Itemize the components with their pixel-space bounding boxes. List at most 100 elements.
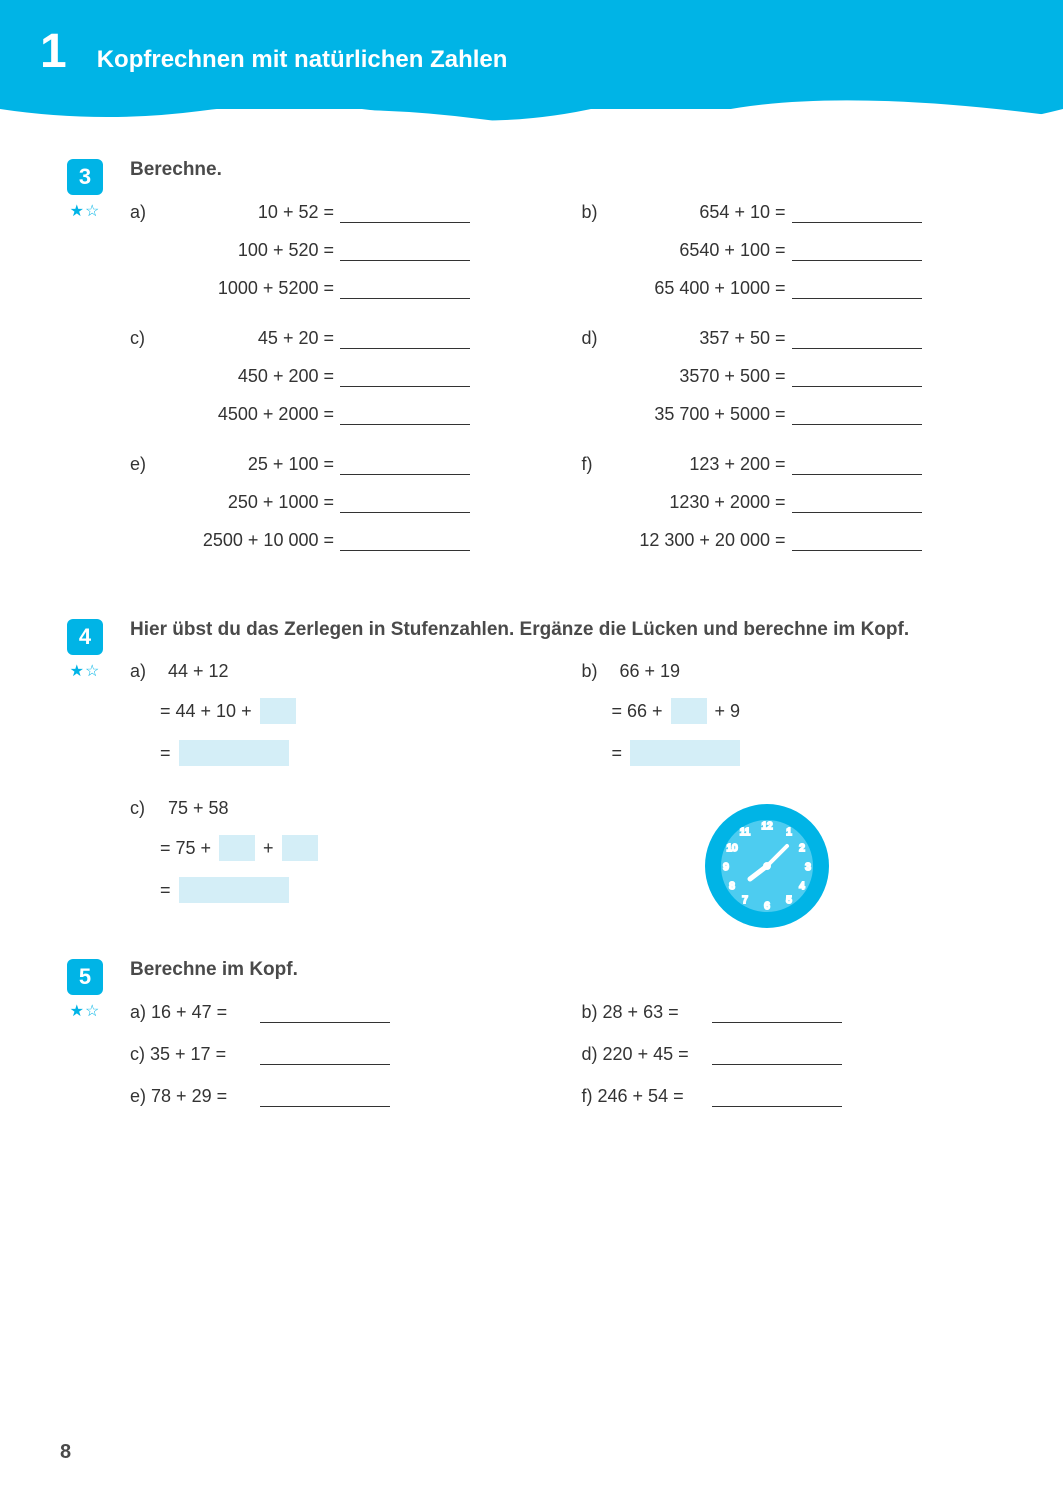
exercise-4: 4 ★☆ Hier übst du das Zerlegen in Stufen… [60,619,1003,919]
equation-text: 4500 + 2000 = [160,404,340,425]
fill-box[interactable] [282,835,318,861]
item-prompt: 44 + 12 [168,661,229,682]
answer-blank[interactable] [340,365,470,387]
item-prompt: 75 + 58 [168,798,229,819]
svg-text:4: 4 [799,881,805,892]
chapter-title: Kopfrechnen mit natürlichen Zahlen [97,46,508,74]
equation-text: 250 + 1000 = [160,492,340,513]
answer-blank[interactable] [712,1043,842,1065]
equation-text: 12 300 + 20 000 = [612,530,792,551]
header-wave [0,99,1063,129]
equation-text: 3570 + 500 = [612,366,792,387]
step-text: = 66 + [612,701,663,722]
answer-blank[interactable] [340,491,470,513]
answer-blank[interactable] [260,1085,390,1107]
group-b: b)654 + 10 = 6540 + 100 = 65 400 + 1000 … [582,201,1004,299]
svg-text:2: 2 [799,843,805,854]
answer-blank[interactable] [792,201,922,223]
answer-blank[interactable] [792,327,922,349]
exercise-title: Berechne. [130,159,1003,181]
item-label: b) [582,661,612,682]
equation-text: 10 + 52 = [160,202,340,223]
answer-blank[interactable] [340,403,470,425]
answer-blank[interactable] [260,1001,390,1023]
difficulty-stars: ★☆ [70,201,101,221]
item-label: f) [582,1086,593,1106]
svg-text:12: 12 [761,821,773,832]
equation-text: 1230 + 2000 = [612,492,792,513]
answer-blank[interactable] [340,201,470,223]
equation-text: 35 + 17 = [150,1044,226,1064]
equation-text: 123 + 200 = [612,454,792,475]
step-text: = 75 + [160,838,211,859]
answer-blank[interactable] [792,453,922,475]
fill-box[interactable] [260,698,296,724]
answer-blank[interactable] [340,453,470,475]
answer-blank[interactable] [340,239,470,261]
equation-text: 246 + 54 = [598,1086,684,1106]
item-label: c) [130,1044,145,1064]
equation-text: 65 400 + 1000 = [612,278,792,299]
item-label: e) [130,1086,146,1106]
svg-text:9: 9 [723,862,729,873]
item-label: a) [130,661,160,682]
svg-text:11: 11 [739,827,750,838]
page-header: 1 Kopfrechnen mit natürlichen Zahlen [0,0,1063,109]
fill-box[interactable] [630,740,740,766]
svg-text:7: 7 [742,895,748,906]
group-e: e)25 + 100 = 250 + 1000 = 2500 + 10 000 … [130,453,552,551]
group-label: f) [582,454,612,475]
exercise-title: Hier übst du das Zerlegen in Stufenzahle… [130,619,1003,641]
equation-text: 2500 + 10 000 = [160,530,340,551]
svg-text:3: 3 [805,862,811,873]
answer-blank[interactable] [340,327,470,349]
fill-box[interactable] [179,740,289,766]
group-label: e) [130,454,160,475]
equation-text: 654 + 10 = [612,202,792,223]
answer-blank[interactable] [792,239,922,261]
answer-blank[interactable] [792,277,922,299]
item-prompt: 66 + 19 [620,661,681,682]
difficulty-stars: ★☆ [70,661,101,681]
svg-text:6: 6 [764,901,770,912]
equation-text: 100 + 520 = [160,240,340,261]
answer-blank[interactable] [260,1043,390,1065]
fill-box[interactable] [219,835,255,861]
item-label: b) [582,1002,598,1022]
svg-text:5: 5 [786,895,792,906]
answer-blank[interactable] [792,491,922,513]
step-text: = [612,743,623,764]
equation-text: 450 + 200 = [160,366,340,387]
equation-text: 78 + 29 = [151,1086,227,1106]
answer-blank[interactable] [712,1001,842,1023]
chapter-number: 1 [40,24,67,79]
exercise-badge: 3 [67,159,103,195]
item-label: c) [130,798,160,819]
fill-box[interactable] [671,698,707,724]
step-text: = 44 + 10 + [160,701,252,722]
group-label: d) [582,328,612,349]
group-c: c)45 + 20 = 450 + 200 = 4500 + 2000 = [130,327,552,425]
exercise-badge: 5 [67,959,103,995]
answer-blank[interactable] [712,1085,842,1107]
item-label: a) [130,1002,146,1022]
answer-blank[interactable] [340,529,470,551]
group-d: d)357 + 50 = 3570 + 500 = 35 700 + 5000 … [582,327,1004,425]
answer-blank[interactable] [792,529,922,551]
difficulty-stars: ★☆ [70,1001,101,1021]
exercise-3: 3 ★☆ Berechne. a)10 + 52 = 100 + 520 = 1… [60,159,1003,579]
exercise-title: Berechne im Kopf. [130,959,1003,981]
group-f: f)123 + 200 = 1230 + 2000 = 12 300 + 20 … [582,453,1004,551]
clock-icon: 1212 345 678 91011 [702,801,832,936]
equation-text: 28 + 63 = [603,1002,679,1022]
answer-blank[interactable] [792,403,922,425]
equation-text: 16 + 47 = [151,1002,227,1022]
fill-box[interactable] [179,877,289,903]
answer-blank[interactable] [792,365,922,387]
group-a: a)10 + 52 = 100 + 520 = 1000 + 5200 = [130,201,552,299]
answer-blank[interactable] [340,277,470,299]
step-text: = [160,743,171,764]
exercise-badge: 4 [67,619,103,655]
equation-text: 6540 + 100 = [612,240,792,261]
equation-text: 220 + 45 = [603,1044,689,1064]
